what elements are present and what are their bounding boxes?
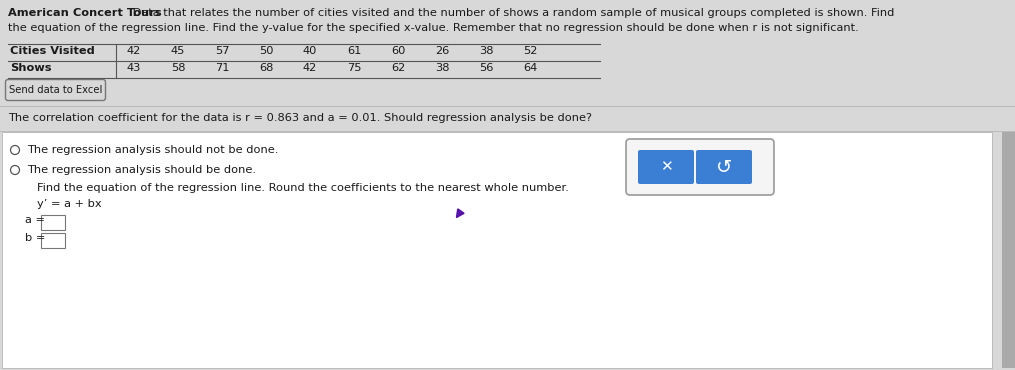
Text: 40: 40 [302,46,317,56]
Text: 56: 56 [479,63,493,73]
FancyBboxPatch shape [696,150,752,184]
Text: 62: 62 [391,63,405,73]
Text: Shows: Shows [10,63,52,73]
Text: The regression analysis should not be done.: The regression analysis should not be do… [27,145,278,155]
Text: The correlation coefficient for the data is r = 0.863 and a = 0.01. Should regre: The correlation coefficient for the data… [8,113,592,123]
FancyBboxPatch shape [626,139,774,195]
Text: Send data to Excel: Send data to Excel [9,85,103,95]
Text: 38: 38 [479,46,493,56]
Text: 71: 71 [215,63,229,73]
Text: 45: 45 [171,46,185,56]
Text: 60: 60 [391,46,405,56]
Text: 57: 57 [215,46,229,56]
Text: the equation of the regression line. Find the y-value for the specified x-value.: the equation of the regression line. Fin… [8,23,859,33]
Text: 43: 43 [127,63,141,73]
Text: b =: b = [25,233,46,243]
FancyBboxPatch shape [1002,132,1015,368]
FancyBboxPatch shape [41,215,65,230]
Text: y’ = a + bx: y’ = a + bx [37,199,102,209]
Text: 50: 50 [259,46,273,56]
Text: ✕: ✕ [660,159,672,175]
Text: 38: 38 [434,63,450,73]
Text: ↺: ↺ [716,158,732,176]
Text: Find the equation of the regression line. Round the coefficients to the nearest : Find the equation of the regression line… [37,183,568,193]
Text: a =: a = [25,215,45,225]
FancyBboxPatch shape [41,233,65,248]
Text: 42: 42 [302,63,317,73]
Text: Data that relates the number of cities visited and the number of shows a random : Data that relates the number of cities v… [129,8,894,18]
Text: 42: 42 [127,46,141,56]
Text: The regression analysis should be done.: The regression analysis should be done. [27,165,256,175]
Text: 75: 75 [347,63,361,73]
Text: Cities Visited: Cities Visited [10,46,94,56]
FancyBboxPatch shape [5,80,106,101]
Text: 58: 58 [171,63,186,73]
Text: 26: 26 [434,46,449,56]
Text: American Concert Tours: American Concert Tours [8,8,161,18]
Text: 68: 68 [259,63,273,73]
Text: 52: 52 [523,46,537,56]
Text: 64: 64 [523,63,537,73]
Text: 61: 61 [347,46,361,56]
FancyBboxPatch shape [638,150,694,184]
FancyBboxPatch shape [2,132,992,368]
